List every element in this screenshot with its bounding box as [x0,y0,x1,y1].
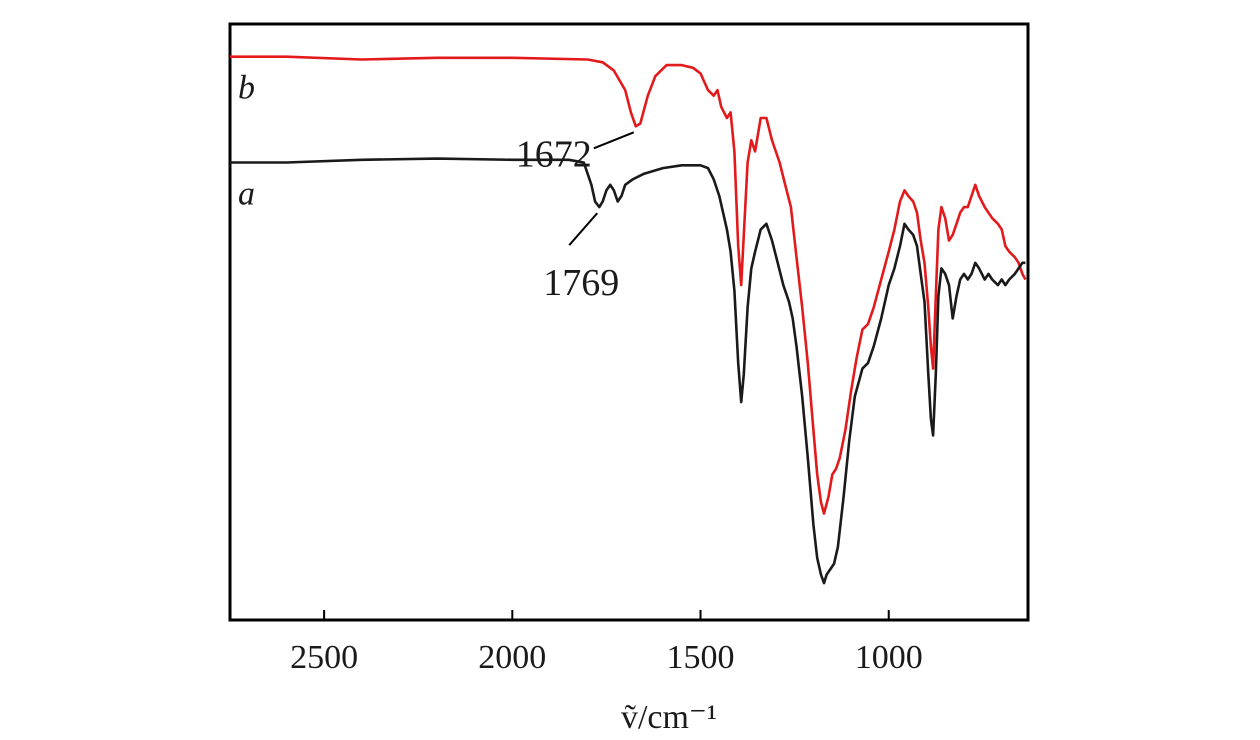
annotation-label-1769: 1769 [543,262,619,304]
annotation-leader-1672 [593,131,635,150]
plot-frame [228,22,1030,622]
x-tick-label-2500: 2500 [290,639,358,676]
series-line-b [230,55,1027,515]
x-axis-tick-labels: 2500 2000 1500 1000 [290,639,923,676]
series-label-b: b [238,70,255,107]
annotation-leader-1769 [568,212,599,246]
x-axis-label: ṽ/cm⁻¹ [621,699,717,736]
x-axis-ticks [323,610,890,620]
series-group [230,55,1027,585]
annotation-group: b a 1672 1769 [238,70,635,304]
x-tick-label-1000: 1000 [855,639,923,676]
x-tick-label-2000: 2000 [478,639,546,676]
x-tick-label-1500: 1500 [667,639,735,676]
series-label-a: a [238,176,255,213]
annotation-label-1672: 1672 [516,133,592,175]
series-line-a [230,157,1026,585]
